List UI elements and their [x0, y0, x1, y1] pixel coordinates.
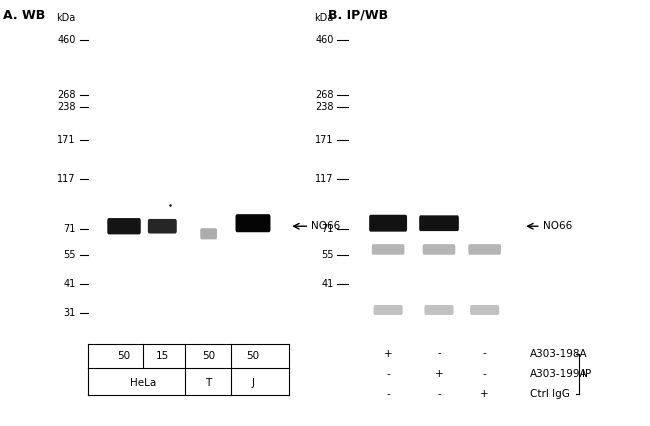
Text: 15: 15 — [156, 351, 169, 361]
Text: A. WB: A. WB — [3, 9, 46, 22]
Text: 55: 55 — [321, 250, 333, 260]
FancyBboxPatch shape — [235, 214, 270, 232]
Text: 460: 460 — [57, 35, 75, 46]
Text: 50: 50 — [118, 351, 131, 361]
FancyBboxPatch shape — [419, 215, 459, 231]
Text: 117: 117 — [315, 174, 333, 184]
Text: -: - — [483, 369, 486, 379]
Text: 71: 71 — [321, 224, 333, 234]
FancyBboxPatch shape — [200, 228, 217, 239]
Text: -: - — [437, 348, 441, 359]
Text: 171: 171 — [57, 135, 75, 145]
FancyBboxPatch shape — [424, 305, 454, 315]
Text: 50: 50 — [246, 351, 259, 361]
Text: 460: 460 — [315, 35, 333, 46]
Text: +: + — [384, 348, 393, 359]
Text: kDa: kDa — [315, 13, 333, 23]
Text: -: - — [386, 389, 390, 399]
FancyBboxPatch shape — [107, 218, 141, 234]
FancyBboxPatch shape — [374, 305, 403, 315]
Text: IP: IP — [582, 369, 591, 379]
Text: T: T — [205, 378, 212, 389]
Text: -: - — [386, 369, 390, 379]
Text: -: - — [437, 389, 441, 399]
FancyBboxPatch shape — [369, 215, 407, 232]
Text: 238: 238 — [57, 102, 75, 112]
Text: 238: 238 — [315, 102, 333, 112]
Text: +: + — [480, 389, 489, 399]
FancyBboxPatch shape — [470, 305, 499, 315]
Text: 31: 31 — [64, 308, 75, 318]
Text: B. IP/WB: B. IP/WB — [328, 9, 389, 22]
Text: Ctrl IgG: Ctrl IgG — [530, 389, 569, 399]
Text: NO66: NO66 — [311, 221, 341, 231]
Text: 268: 268 — [315, 90, 333, 100]
Text: HeLa: HeLa — [130, 378, 156, 389]
FancyBboxPatch shape — [148, 219, 177, 233]
FancyBboxPatch shape — [468, 244, 501, 255]
FancyBboxPatch shape — [372, 244, 404, 255]
Text: -: - — [483, 348, 486, 359]
Text: 268: 268 — [57, 90, 75, 100]
Text: J: J — [252, 378, 255, 389]
Text: 41: 41 — [64, 279, 75, 290]
Text: 50: 50 — [202, 351, 215, 361]
Text: A303-198A: A303-198A — [530, 348, 588, 359]
Text: 41: 41 — [322, 279, 333, 290]
FancyBboxPatch shape — [422, 244, 456, 255]
Text: 71: 71 — [63, 224, 75, 234]
Text: 171: 171 — [315, 135, 333, 145]
Text: NO66: NO66 — [543, 221, 572, 231]
Text: A303-199A: A303-199A — [530, 369, 588, 379]
Text: kDa: kDa — [57, 13, 75, 23]
Text: +: + — [435, 369, 443, 379]
Text: 117: 117 — [57, 174, 75, 184]
Text: 55: 55 — [63, 250, 75, 260]
